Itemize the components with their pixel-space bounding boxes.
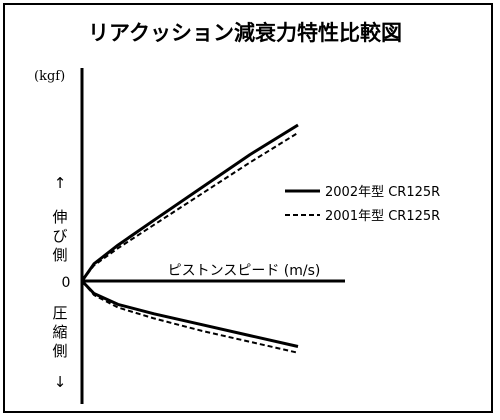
legend-label-2001: 2001年型 CR125R bbox=[325, 209, 440, 224]
series-2001-compression-line bbox=[81, 280, 299, 354]
chart-title: リアクッション減衰力特性比較図 bbox=[88, 21, 402, 45]
compression-side-text: 圧縮側 bbox=[52, 304, 67, 360]
origin-label: 0 bbox=[62, 275, 71, 291]
compression-side-label: 圧縮側 bbox=[52, 304, 67, 360]
chart-frame bbox=[3, 3, 493, 413]
compression-side-text-char: 側 bbox=[52, 342, 67, 360]
compression-side-text-char: 圧 bbox=[52, 304, 67, 322]
rebound-side-text: 伸び側 bbox=[52, 208, 67, 264]
series-2001-rebound-line bbox=[81, 131, 299, 282]
compression-arrow: ↓ bbox=[54, 373, 67, 391]
rebound-arrow: ↑ bbox=[54, 174, 67, 192]
legend: 2002年型 CR125R 2001年型 CR125R bbox=[285, 185, 440, 224]
series-2002-compression-line bbox=[80, 279, 299, 348]
y-unit-label: (kgf) bbox=[34, 69, 65, 84]
rebound-side-text-char: 伸 bbox=[52, 208, 67, 226]
legend-label-2002: 2002年型 CR125R bbox=[325, 185, 440, 200]
rebound-side-text-char: び bbox=[52, 227, 67, 245]
rebound-side-text-char: 側 bbox=[52, 246, 67, 264]
rebound-side-label: 伸び側 bbox=[52, 208, 67, 264]
series-2002-rebound-line bbox=[80, 123, 299, 282]
series-layer bbox=[80, 123, 299, 354]
compression-side-text-char: 縮 bbox=[52, 323, 67, 341]
x-axis-label: ピストンスピード (m/s) bbox=[168, 263, 321, 279]
